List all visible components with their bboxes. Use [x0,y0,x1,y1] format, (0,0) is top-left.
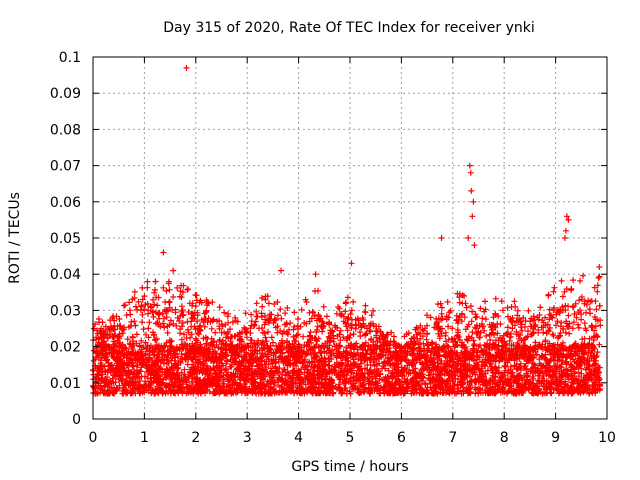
y-tick-label: 0.08 [50,122,81,138]
roti-points [90,64,604,397]
y-tick-label: 0.07 [50,159,81,175]
y-tick-label: 0 [72,412,81,428]
x-tick-labels: 0 1 2 3 4 5 6 7 8 9 10 [89,430,616,446]
x-tick-label: 7 [448,430,457,446]
x-tick-label: 6 [397,430,406,446]
x-tick-label: 1 [140,430,149,446]
y-tick-label: 0.04 [50,267,81,283]
y-tick-label: 0.09 [50,86,81,102]
x-tick-label: 8 [500,430,509,446]
x-tick-label: 9 [551,430,560,446]
axis-ticks [92,56,608,420]
y-tick-label: 0.05 [50,231,81,247]
x-axis-label: GPS time / hours [291,459,408,475]
y-tick-label: 0.02 [50,340,81,356]
chart-title: Day 315 of 2020, Rate Of TEC Index for r… [163,20,535,36]
y-axis-label: ROTI / TECUs [7,192,23,284]
x-tick-label: 3 [243,430,252,446]
x-tick-label: 0 [89,430,98,446]
x-tick-label: 4 [294,430,303,446]
y-tick-labels: 0 0.01 0.02 0.03 0.04 0.05 0.06 0.07 0.08 0.09 0.1 [50,50,81,428]
data-points [90,64,604,397]
y-tick-label: 0.1 [59,50,81,66]
y-tick-label: 0.03 [50,303,81,319]
y-tick-label: 0.01 [50,376,81,392]
y-tick-label: 0.06 [50,195,81,211]
x-tick-label: 2 [191,430,200,446]
x-tick-label: 5 [346,430,355,446]
x-tick-label: 10 [598,430,616,446]
